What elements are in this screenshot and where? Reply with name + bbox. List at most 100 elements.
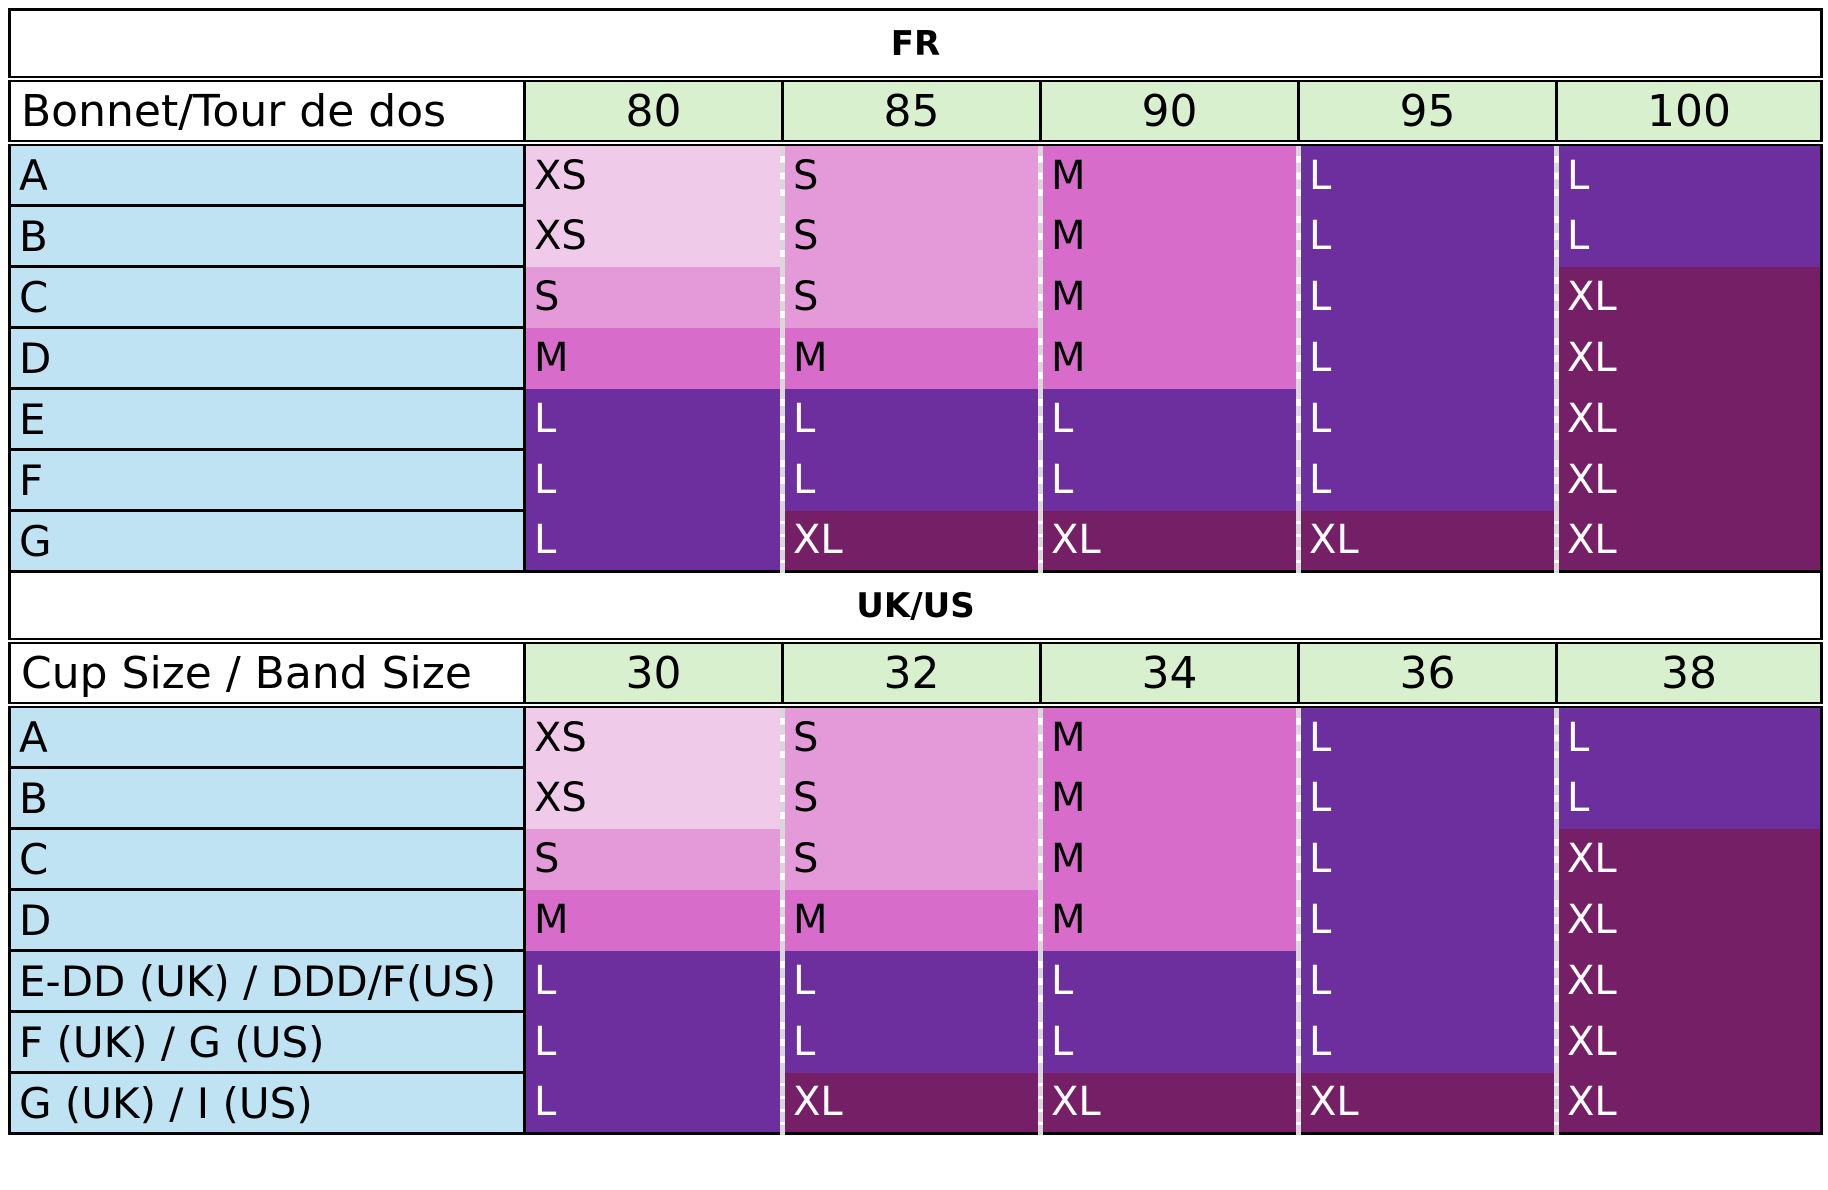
ukus-row: D M M M L XL bbox=[8, 888, 1823, 952]
fr-size-cell: L bbox=[523, 510, 783, 573]
fr-size-cell: XS bbox=[523, 205, 783, 267]
ukus-band-header: 32 bbox=[781, 638, 1042, 708]
ukus-size-cell: M bbox=[523, 889, 783, 951]
fr-size-cell: S bbox=[780, 143, 1041, 206]
ukus-size-cell: S bbox=[780, 705, 1041, 768]
fr-row: G L XL XL XL XL bbox=[8, 509, 1823, 573]
fr-size-cell: S bbox=[523, 266, 783, 328]
fr-cup-label: A bbox=[8, 141, 526, 207]
ukus-cup-label: B bbox=[8, 766, 526, 830]
ukus-size-cell: S bbox=[523, 828, 783, 890]
fr-band-header: 85 bbox=[781, 76, 1042, 146]
fr-size-cell: S bbox=[780, 205, 1041, 267]
ukus-size-cell: L bbox=[1296, 828, 1557, 890]
fr-band-header: 95 bbox=[1297, 76, 1558, 146]
ukus-size-cell: XL bbox=[1038, 1072, 1299, 1135]
ukus-cup-label: E-DD (UK) / DDD/F(US) bbox=[8, 949, 526, 1013]
fr-size-cell: M bbox=[1038, 205, 1299, 267]
fr-size-cell: XL bbox=[1554, 388, 1823, 450]
ukus-size-cell: M bbox=[1038, 767, 1299, 829]
ukus-size-cell: L bbox=[1296, 767, 1557, 829]
ukus-size-cell: XL bbox=[1554, 828, 1823, 890]
ukus-cup-label: C bbox=[8, 827, 526, 891]
ukus-size-cell: XL bbox=[1554, 1011, 1823, 1073]
fr-row: A XS S M L L bbox=[8, 141, 1823, 207]
ukus-row: C S S M L XL bbox=[8, 827, 1823, 891]
ukus-size-cell: XS bbox=[523, 705, 783, 768]
fr-size-cell: XL bbox=[780, 510, 1041, 573]
fr-size-cell: M bbox=[1038, 327, 1299, 389]
ukus-size-cell: L bbox=[780, 1011, 1041, 1073]
ukus-row: E-DD (UK) / DDD/F(US) L L L L XL bbox=[8, 949, 1823, 1013]
fr-size-cell: XL bbox=[1554, 449, 1823, 511]
fr-size-cell: XL bbox=[1554, 266, 1823, 328]
fr-band-header: 100 bbox=[1555, 76, 1823, 146]
fr-size-cell: L bbox=[523, 388, 783, 450]
ukus-size-cell: XL bbox=[1554, 889, 1823, 951]
fr-row: B XS S M L L bbox=[8, 204, 1823, 268]
ukus-size-cell: L bbox=[1554, 767, 1823, 829]
fr-size-cell: M bbox=[780, 327, 1041, 389]
ukus-size-cell: S bbox=[780, 828, 1041, 890]
ukus-size-cell: XL bbox=[1296, 1072, 1557, 1135]
fr-size-cell: L bbox=[1296, 388, 1557, 450]
fr-row: D M M M L XL bbox=[8, 326, 1823, 390]
fr-size-cell: M bbox=[1038, 266, 1299, 328]
fr-size-cell: L bbox=[1038, 388, 1299, 450]
fr-size-cell: L bbox=[1296, 327, 1557, 389]
fr-size-cell: M bbox=[1038, 143, 1299, 206]
fr-size-cell: S bbox=[780, 266, 1041, 328]
ukus-band-header: 34 bbox=[1039, 638, 1300, 708]
fr-cup-label: B bbox=[8, 204, 526, 268]
fr-corner-label: Bonnet/Tour de dos bbox=[8, 76, 526, 146]
fr-cup-label: E bbox=[8, 387, 526, 451]
ukus-band-header: 38 bbox=[1555, 638, 1823, 708]
ukus-size-cell: L bbox=[1296, 950, 1557, 1012]
ukus-size-cell: L bbox=[1296, 705, 1557, 768]
fr-cup-label: C bbox=[8, 265, 526, 329]
ukus-size-cell: M bbox=[780, 889, 1041, 951]
fr-row: C S S M L XL bbox=[8, 265, 1823, 329]
ukus-size-cell: L bbox=[1296, 1011, 1557, 1073]
ukus-size-cell: L bbox=[1554, 705, 1823, 768]
ukus-size-cell: XL bbox=[1554, 950, 1823, 1012]
fr-size-cell: L bbox=[1296, 266, 1557, 328]
ukus-size-cell: M bbox=[1038, 828, 1299, 890]
fr-size-cell: L bbox=[1554, 143, 1823, 206]
fr-size-cell: L bbox=[1296, 449, 1557, 511]
ukus-row: F (UK) / G (US) L L L L XL bbox=[8, 1010, 1823, 1074]
ukus-band-header: 36 bbox=[1297, 638, 1558, 708]
ukus-cup-label: G (UK) / I (US) bbox=[8, 1071, 526, 1135]
fr-section-title: FR bbox=[8, 8, 1823, 81]
ukus-corner-label: Cup Size / Band Size bbox=[8, 638, 526, 708]
fr-size-cell: L bbox=[1554, 205, 1823, 267]
fr-size-cell: XL bbox=[1038, 510, 1299, 573]
ukus-cup-label: F (UK) / G (US) bbox=[8, 1010, 526, 1074]
ukus-row: B XS S M L L bbox=[8, 766, 1823, 830]
ukus-row: G (UK) / I (US) L XL XL XL XL bbox=[8, 1071, 1823, 1135]
fr-header-row: Bonnet/Tour de dos 80 85 90 95 100 bbox=[8, 76, 1823, 146]
fr-size-cell: XL bbox=[1554, 510, 1823, 573]
fr-size-cell: L bbox=[523, 449, 783, 511]
fr-size-cell: L bbox=[1296, 143, 1557, 206]
ukus-cup-label: A bbox=[8, 703, 526, 769]
ukus-size-cell: L bbox=[780, 950, 1041, 1012]
ukus-size-cell: L bbox=[1296, 889, 1557, 951]
ukus-size-cell: L bbox=[523, 1011, 783, 1073]
fr-band-header: 90 bbox=[1039, 76, 1300, 146]
ukus-size-cell: XL bbox=[1554, 1072, 1823, 1135]
ukus-size-cell: XL bbox=[780, 1072, 1041, 1135]
fr-row: F L L L L XL bbox=[8, 448, 1823, 512]
fr-size-cell: L bbox=[780, 449, 1041, 511]
fr-size-cell: XL bbox=[1554, 327, 1823, 389]
ukus-header-row: Cup Size / Band Size 30 32 34 36 38 bbox=[8, 638, 1823, 708]
ukus-section-title: UK/US bbox=[8, 570, 1823, 643]
fr-cup-label: F bbox=[8, 448, 526, 512]
ukus-size-cell: M bbox=[1038, 889, 1299, 951]
ukus-size-cell: L bbox=[1038, 1011, 1299, 1073]
fr-size-cell: XS bbox=[523, 143, 783, 206]
ukus-section: UK/US Cup Size / Band Size 30 32 34 36 3… bbox=[8, 570, 1823, 1135]
